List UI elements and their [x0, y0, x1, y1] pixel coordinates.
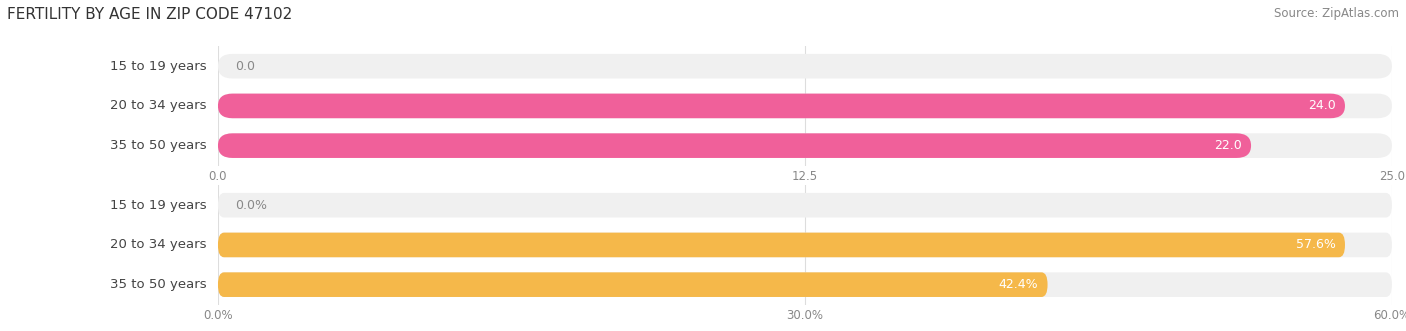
FancyBboxPatch shape — [218, 94, 1346, 118]
Text: 20 to 34 years: 20 to 34 years — [110, 99, 207, 113]
Text: 20 to 34 years: 20 to 34 years — [110, 238, 207, 252]
Text: 15 to 19 years: 15 to 19 years — [110, 199, 207, 212]
Text: 42.4%: 42.4% — [998, 278, 1038, 291]
Text: Source: ZipAtlas.com: Source: ZipAtlas.com — [1274, 7, 1399, 20]
Text: 35 to 50 years: 35 to 50 years — [110, 278, 207, 291]
Text: 0.0: 0.0 — [236, 60, 256, 73]
FancyBboxPatch shape — [218, 133, 1392, 158]
FancyBboxPatch shape — [218, 193, 1392, 217]
Text: FERTILITY BY AGE IN ZIP CODE 47102: FERTILITY BY AGE IN ZIP CODE 47102 — [7, 7, 292, 22]
FancyBboxPatch shape — [218, 94, 1392, 118]
FancyBboxPatch shape — [218, 272, 1392, 297]
FancyBboxPatch shape — [218, 233, 1346, 257]
FancyBboxPatch shape — [218, 272, 1047, 297]
Text: 15 to 19 years: 15 to 19 years — [110, 60, 207, 73]
FancyBboxPatch shape — [218, 133, 1251, 158]
Text: 0.0%: 0.0% — [236, 199, 267, 212]
Text: 22.0: 22.0 — [1213, 139, 1241, 152]
FancyBboxPatch shape — [218, 233, 1392, 257]
Text: 35 to 50 years: 35 to 50 years — [110, 139, 207, 152]
FancyBboxPatch shape — [218, 54, 1392, 78]
Text: 24.0: 24.0 — [1308, 99, 1336, 113]
Text: 57.6%: 57.6% — [1296, 238, 1336, 252]
